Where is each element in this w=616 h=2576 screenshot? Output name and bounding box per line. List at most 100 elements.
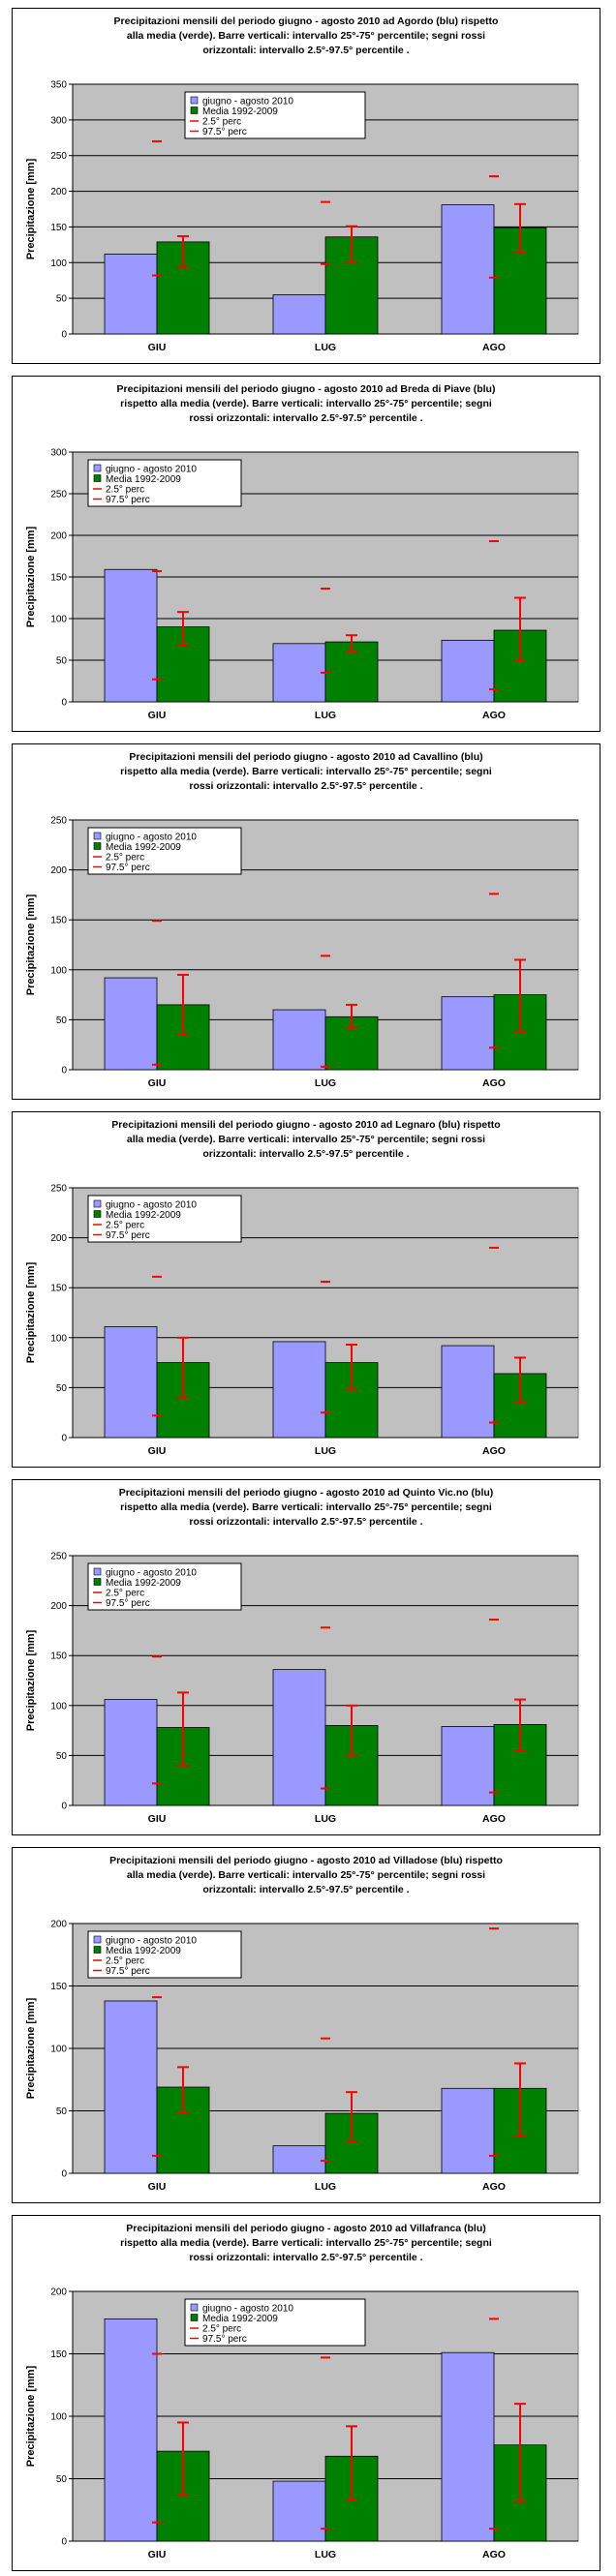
legend-swatch	[190, 2314, 199, 2321]
x-tick-label: AGO	[482, 342, 506, 353]
legend-box	[87, 827, 242, 875]
legend-box	[184, 2298, 366, 2347]
legend-label: 97.5° perc	[202, 127, 247, 137]
chart-panel-4: Precipitazioni mensili del periodo giugn…	[12, 1111, 601, 1468]
legend-swatch	[93, 1210, 102, 1218]
x-tick-label: AGO	[482, 1077, 506, 1089]
chart-panel-7: Precipitazioni mensili del periodo giugn…	[12, 2215, 601, 2571]
x-tick-label: LUG	[315, 1813, 336, 1825]
chart-title-line: rossi orizzontali: intervallo 2.5°-97.5°…	[189, 2252, 422, 2263]
chart-svg: Precipitazioni mensili del periodo giugn…	[25, 1855, 579, 2193]
y-tick-label: 50	[56, 656, 68, 667]
chart-panel-6: Precipitazioni mensili del periodo giugn…	[12, 1847, 601, 2203]
legend-box	[87, 1562, 242, 1611]
chart-title-line: Precipitazioni mensili del periodo giugn…	[126, 2223, 485, 2234]
legend-label: 2.5° perc	[106, 853, 144, 864]
bar-mean-giu	[156, 1727, 210, 1806]
y-tick-label: 0	[61, 1434, 67, 1444]
bar-observed-ago	[441, 2351, 495, 2542]
x-tick-label: AGO	[482, 710, 506, 721]
legend-label: 97.5° perc	[106, 1966, 150, 1977]
y-tick-label: 250	[50, 151, 67, 162]
bar-observed-lug	[272, 294, 326, 335]
y-axis-label: Precipitazione [mm]	[25, 158, 37, 259]
chart-title-line: rossi orizzontali: intervallo 2.5°-97.5°…	[189, 780, 422, 792]
chart-title-line: rispetto alla media (verde). Barre verti…	[120, 766, 492, 777]
x-tick-label: GIU	[148, 2181, 167, 2193]
y-tick-label: 200	[50, 2288, 67, 2298]
y-tick-label: 50	[56, 1383, 68, 1394]
legend-label: 97.5° perc	[106, 863, 150, 873]
legend-swatch	[190, 106, 199, 114]
chart-panel-1: Precipitazioni mensili del periodo giugn…	[12, 8, 601, 364]
x-tick-label: LUG	[315, 342, 336, 353]
legend-swatch	[93, 474, 102, 482]
bar-observed-ago	[441, 1345, 495, 1439]
legend-swatch	[93, 832, 102, 840]
chart-panel-3: Precipitazioni mensili del periodo giugn…	[12, 743, 601, 1100]
legend-swatch	[93, 1946, 102, 1954]
x-tick-label: AGO	[482, 1445, 506, 1457]
y-tick-label: 150	[50, 916, 67, 926]
y-tick-label: 200	[50, 1920, 67, 1930]
x-tick-label: GIU	[148, 1077, 167, 1089]
x-tick-label: LUG	[315, 2181, 336, 2193]
bar-observed-giu	[104, 2000, 158, 2174]
y-axis-label: Precipitazione [mm]	[25, 526, 37, 627]
chart-title-line: alla media (verde). Barre verticali: int…	[127, 1134, 485, 1145]
y-tick-label: 150	[50, 1284, 67, 1294]
chart-svg: Precipitazioni mensili del periodo giugn…	[25, 751, 579, 1089]
y-tick-label: 150	[50, 1652, 67, 1662]
x-tick-label: AGO	[482, 2549, 506, 2561]
y-tick-label: 100	[50, 615, 67, 625]
legend-box	[87, 1930, 242, 1979]
x-tick-label: GIU	[148, 710, 167, 721]
x-tick-label: GIU	[148, 2549, 167, 2561]
y-tick-label: 200	[50, 187, 67, 197]
bar-observed-giu	[104, 254, 158, 335]
x-tick-label: AGO	[482, 1813, 506, 1825]
x-tick-label: LUG	[315, 2549, 336, 2561]
chart-title-line: Precipitazioni mensili del periodo giugn…	[129, 751, 482, 763]
y-tick-label: 0	[61, 698, 67, 709]
bar-mean-giu	[156, 2086, 210, 2174]
x-tick-label: LUG	[315, 1445, 336, 1457]
y-tick-label: 100	[50, 1333, 67, 1344]
legend-label: 2.5° perc	[106, 1221, 144, 1231]
bar-mean-lug	[324, 641, 379, 703]
bar-observed-ago	[441, 1726, 495, 1806]
y-tick-label: 150	[50, 573, 67, 584]
legend-label: giugno - agosto 2010	[106, 465, 197, 475]
y-axis-label: Precipitazione [mm]	[25, 2365, 37, 2467]
y-tick-label: 150	[50, 1982, 67, 1992]
bar-observed-lug	[272, 2145, 326, 2174]
y-tick-label: 300	[50, 115, 67, 126]
bar-observed-lug	[272, 1009, 326, 1071]
legend-swatch	[93, 464, 102, 472]
chart-panel-5: Precipitazioni mensili del periodo giugn…	[12, 1479, 601, 1835]
chart-svg: Precipitazioni mensili del periodo giugn…	[25, 2223, 579, 2561]
legend-box	[184, 91, 366, 139]
legend-swatch	[93, 1935, 102, 1944]
y-tick-label: 100	[50, 1701, 67, 1712]
y-tick-label: 250	[50, 816, 67, 827]
y-tick-label: 300	[50, 448, 67, 459]
legend-label: Media 1992-2009	[106, 1210, 181, 1221]
legend-label: Media 1992-2009	[106, 1578, 181, 1589]
x-tick-label: GIU	[148, 1445, 167, 1457]
chart-title-line: Precipitazioni mensili del periodo giugn…	[114, 15, 499, 27]
chart-title-line: Precipitazioni mensili del periodo giugn…	[119, 1487, 494, 1499]
legend-label: giugno - agosto 2010	[106, 1936, 197, 1947]
chart-svg: Precipitazioni mensili del periodo giugn…	[25, 383, 579, 721]
legend-swatch	[93, 1567, 102, 1576]
legend-swatch	[190, 96, 199, 105]
bar-observed-lug	[272, 643, 326, 703]
legend-label: 97.5° perc	[106, 495, 150, 505]
x-tick-label: LUG	[315, 710, 336, 721]
y-tick-label: 150	[50, 223, 67, 233]
legend-label: giugno - agosto 2010	[106, 1200, 197, 1211]
x-tick-label: LUG	[315, 1077, 336, 1089]
chart-title-line: alla media (verde). Barre verticali: int…	[127, 30, 485, 42]
y-tick-label: 0	[61, 1066, 67, 1076]
legend-label: giugno - agosto 2010	[106, 1568, 197, 1579]
